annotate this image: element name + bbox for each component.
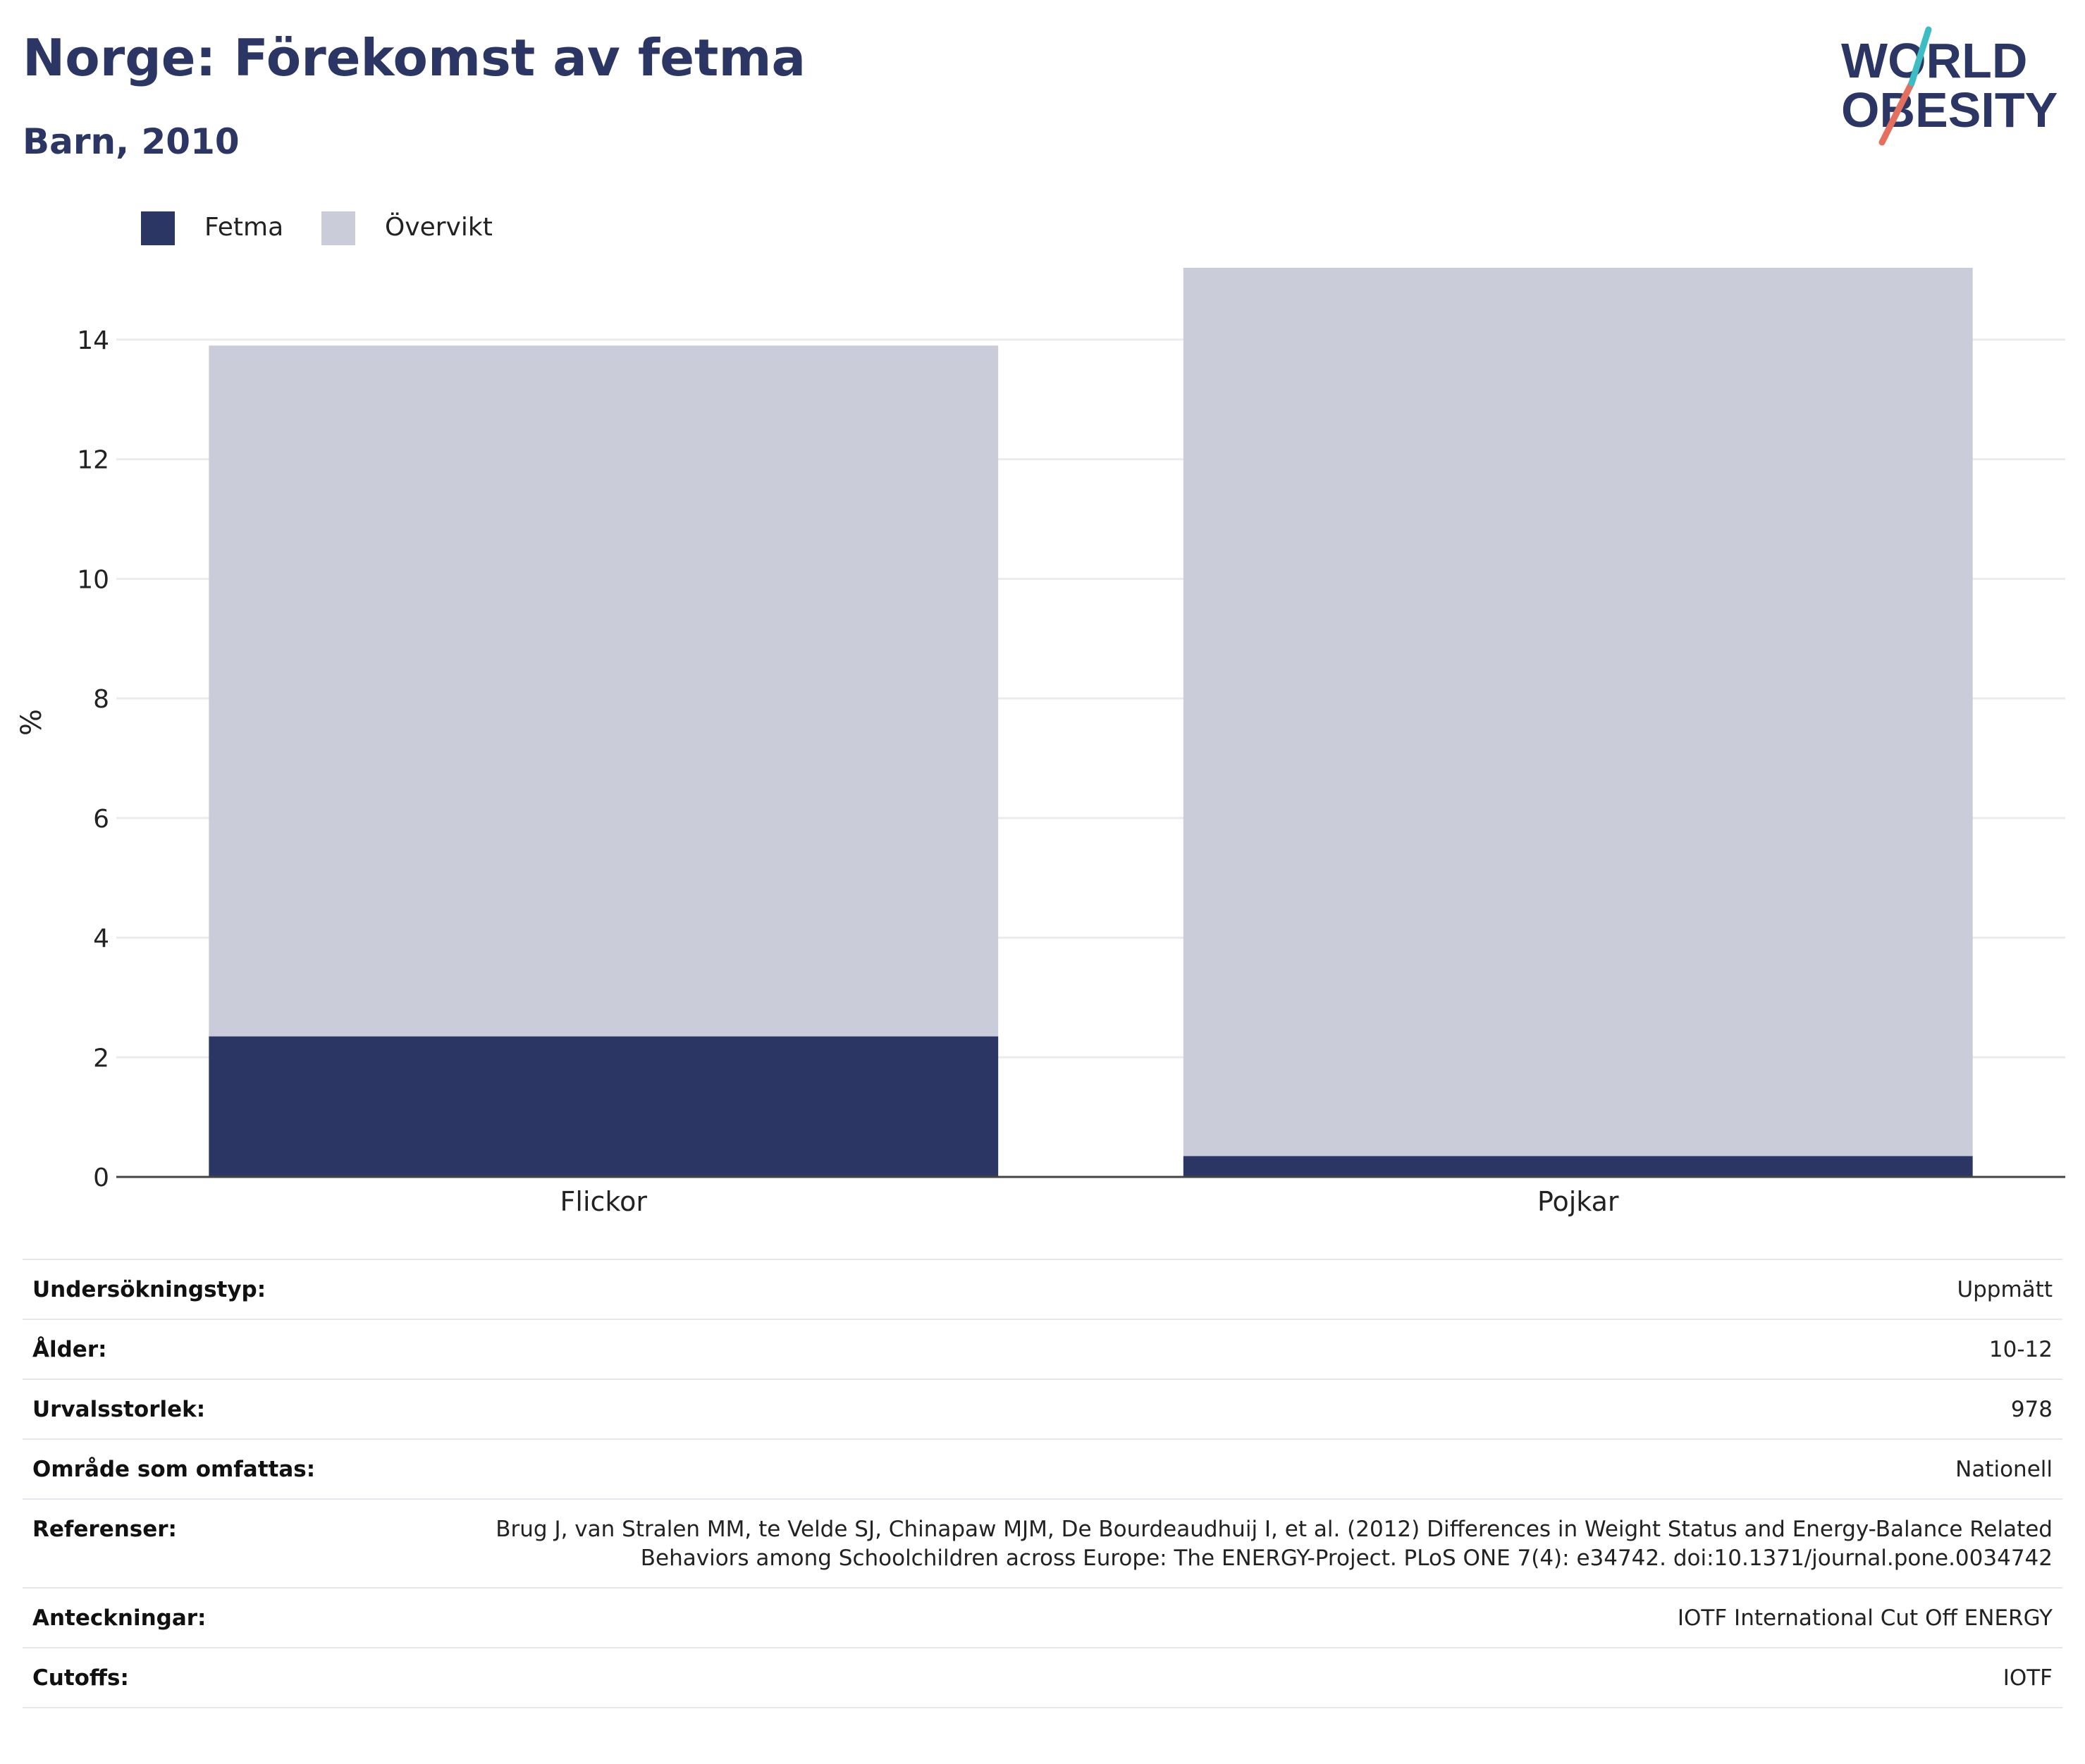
y-axis-label: %	[16, 709, 48, 736]
legend-swatch-fetma	[141, 211, 175, 245]
metadata-row: Cutoffs: IOTF	[23, 1647, 2062, 1708]
metadata-key: Cutoffs:	[23, 1647, 437, 1708]
y-tick-label: 0	[93, 1164, 109, 1192]
survey-metadata-table: Undersökningstyp: Uppmätt Ålder: 10-12 Urval…	[23, 1259, 2062, 1708]
metadata-key: Referenser:	[23, 1498, 437, 1588]
y-tick-label: 6	[93, 805, 109, 834]
logo-slash-teal	[1908, 26, 1932, 87]
metadata-value: Uppmätt	[437, 1259, 2062, 1319]
logo-slash-coral	[1878, 80, 1915, 146]
logo-text-line2: OBESITY	[1841, 82, 2058, 137]
metadata-row: Referenser: Brug J, van Stralen MM, te Ve…	[23, 1498, 2062, 1588]
metadata-row: Anteckningar: IOTF International Cut Off …	[23, 1587, 2062, 1648]
legend-label-fetma: Fetma	[204, 213, 284, 242]
y-tick-label: 8	[93, 685, 109, 714]
bar-fetma-flickor	[209, 1036, 999, 1177]
metadata-row: Ålder: 10-12	[23, 1319, 2062, 1379]
metadata-value: IOTF	[437, 1647, 2062, 1708]
metadata-row: Undersökningstyp: Uppmätt	[23, 1259, 2062, 1319]
metadata-row: Urvalsstorlek: 978	[23, 1378, 2062, 1439]
y-tick-label: 12	[77, 446, 109, 475]
y-tick-label: 10	[77, 565, 109, 594]
stacked-bar-chart: 0 2 4 6 8 10 12 14 Flickor Pojkar%	[16, 268, 2065, 1217]
metadata-value: 10-12	[437, 1319, 2062, 1379]
metadata-key: Ålder:	[23, 1319, 437, 1379]
legend-swatch-overvikt	[321, 211, 355, 245]
bar-övervikt-pojkar	[1183, 268, 1973, 1157]
y-tick-label: 2	[93, 1044, 109, 1073]
metadata-value: IOTF International Cut Off ENERGY	[437, 1587, 2062, 1648]
world-obesity-logo: WORLD OBESITY	[1841, 26, 2058, 146]
y-tick-label: 4	[93, 925, 109, 954]
bar-övervikt-flickor	[209, 345, 999, 1037]
metadata-key: Område som omfattas:	[23, 1438, 437, 1499]
logo-text-line1: WORLD	[1841, 33, 2027, 88]
bar-fetma-pojkar	[1183, 1156, 1973, 1177]
metadata-key: Undersökningstyp:	[23, 1259, 437, 1319]
x-tick-label: Flickor	[560, 1186, 648, 1217]
legend-label-overvikt: Övervikt	[385, 213, 493, 242]
metadata-key: Urvalsstorlek:	[23, 1378, 437, 1439]
metadata-value: 978	[437, 1378, 2062, 1439]
chart-title: Norge: Förekomst av fetma	[23, 28, 806, 87]
chart-subtitle: Barn, 2010	[23, 121, 240, 162]
metadata-key: Anteckningar:	[23, 1587, 437, 1648]
y-tick-label: 14	[77, 326, 109, 355]
x-tick-label: Pojkar	[1537, 1186, 1619, 1217]
metadata-value: Nationell	[437, 1438, 2062, 1499]
metadata-value: Brug J, van Stralen MM, te Velde SJ, Chi…	[437, 1498, 2062, 1588]
metadata-row: Område som omfattas: Nationell	[23, 1438, 2062, 1499]
